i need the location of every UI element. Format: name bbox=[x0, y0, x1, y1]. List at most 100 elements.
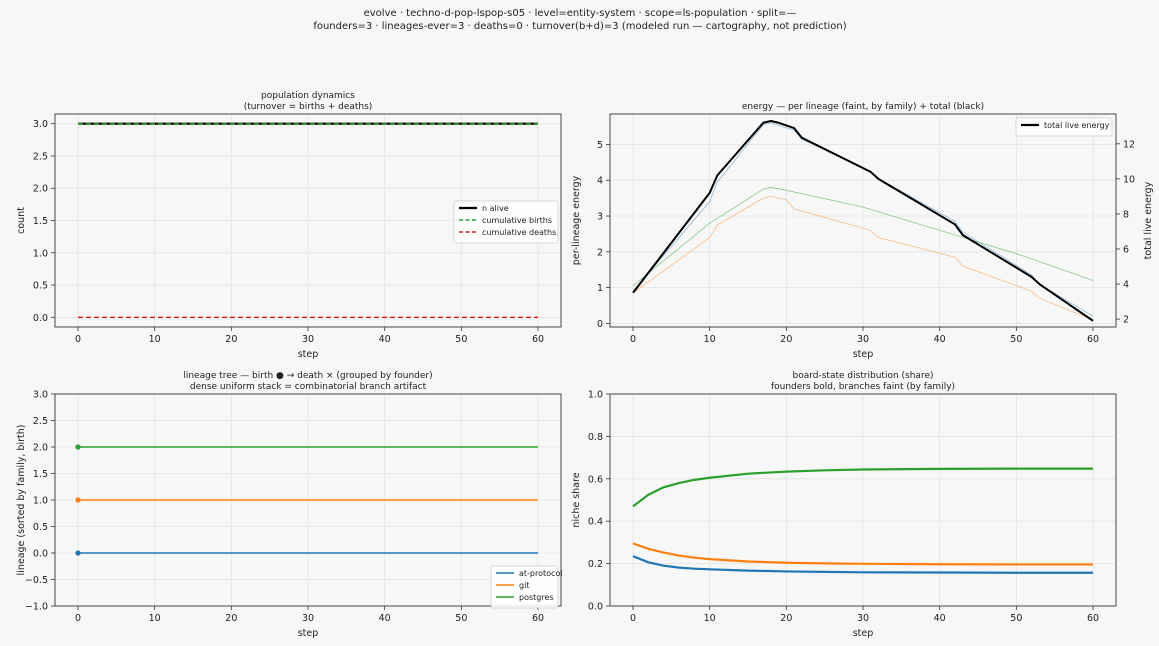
energy-x-tick-label: 40 bbox=[934, 334, 946, 345]
board-y-tick-label: 0.4 bbox=[588, 517, 603, 528]
lineage-y-tick-label: 1.0 bbox=[33, 496, 48, 507]
energy-y-tick-label: 0 bbox=[597, 319, 603, 330]
population-y-tick-label: 2.0 bbox=[33, 184, 48, 195]
board-y-tick-label: 0.2 bbox=[588, 559, 603, 570]
lineage-y-tick-label: 0.0 bbox=[33, 549, 48, 560]
board-frame bbox=[609, 393, 1117, 607]
lineage-birth-marker bbox=[75, 444, 81, 450]
figure-title-line-2: founders=3 · lineages-ever=3 · deaths=0 … bbox=[313, 21, 846, 32]
lineage-legend-label: postgres bbox=[519, 593, 554, 602]
energy-x-tick-label: 60 bbox=[1087, 334, 1099, 345]
energy-y2-tick-label: 12 bbox=[1123, 139, 1135, 150]
energy-y2-label: total live energy bbox=[1143, 181, 1154, 259]
lineage-legend-label: at-protocol bbox=[519, 569, 563, 578]
lineage-x-tick-label: 40 bbox=[379, 613, 391, 624]
board-x-tick-label: 10 bbox=[704, 613, 716, 624]
board-x-tick-label: 0 bbox=[630, 613, 636, 624]
lineage-birth-marker bbox=[75, 550, 81, 556]
board-y-tick-label: 0.0 bbox=[588, 602, 603, 613]
board-x-tick-label: 50 bbox=[1010, 613, 1022, 624]
lineage-y-tick-label: 2.5 bbox=[33, 416, 48, 427]
energy-title: energy — per lineage (faint, by family) … bbox=[742, 102, 984, 112]
board-y-label: niche share bbox=[571, 472, 582, 527]
energy-x-tick-label: 20 bbox=[780, 334, 792, 345]
population-x-tick-label: 0 bbox=[75, 334, 81, 345]
board-share-line bbox=[632, 542, 1093, 566]
lineage-x-tick-label: 20 bbox=[225, 613, 237, 624]
energy-y-tick-label: 1 bbox=[597, 283, 603, 294]
population-y-tick-label: 0.0 bbox=[33, 313, 48, 324]
lineage-x-tick-label: 60 bbox=[532, 613, 544, 624]
board-x-tick-label: 20 bbox=[780, 613, 792, 624]
lineage-y-tick-label: 3.0 bbox=[33, 390, 48, 401]
population-frame bbox=[54, 113, 562, 328]
board-share-line bbox=[632, 467, 1093, 508]
population-y-label: count bbox=[16, 207, 27, 234]
population-legend bbox=[453, 200, 559, 244]
population-legend-label: cumulative births bbox=[482, 216, 552, 225]
population-legend-label: cumulative deaths bbox=[482, 228, 556, 237]
energy-y2-tick-label: 4 bbox=[1123, 280, 1129, 291]
lineage-tree-chart: 0 10 20 30 40 50 60 −1.0 −0.5 0.0 0.5 1.0 1.5 2.0 2.5 3… bbox=[16, 371, 563, 639]
energy-y-tick-label: 4 bbox=[597, 176, 603, 187]
lineage-y-tick-label: −0.5 bbox=[25, 575, 48, 586]
population-x-tick-label: 30 bbox=[302, 334, 314, 345]
energy-y2-tick-label: 8 bbox=[1123, 209, 1129, 220]
board-x-tick-label: 30 bbox=[857, 613, 869, 624]
population-x-tick-label: 40 bbox=[379, 334, 391, 345]
population-legend-label: n alive bbox=[482, 204, 509, 213]
board-y-tick-label: 0.8 bbox=[588, 432, 603, 443]
lineage-birth-marker bbox=[75, 497, 81, 503]
population-dynamics-chart: 0 10 20 30 40 50 60 0.0 0.5 1.0 1.5 2.0 2.5 3.0 popula… bbox=[16, 91, 562, 360]
energy-y2-tick-label: 2 bbox=[1123, 315, 1129, 326]
population-x-tick-label: 60 bbox=[532, 334, 544, 345]
energy-x-tick-label: 30 bbox=[857, 334, 869, 345]
energy-frame bbox=[609, 113, 1117, 328]
population-y-tick-label: 1.5 bbox=[33, 216, 48, 227]
lineage-x-tick-label: 50 bbox=[455, 613, 467, 624]
board-share-line bbox=[632, 555, 1093, 574]
energy-x-tick-label: 0 bbox=[630, 334, 636, 345]
population-x-tick-label: 20 bbox=[225, 334, 237, 345]
lineage-y-tick-label: −1.0 bbox=[25, 602, 48, 613]
energy-x-label: step bbox=[853, 349, 874, 360]
energy-x-tick-label: 10 bbox=[704, 334, 716, 345]
lineage-x-tick-label: 0 bbox=[75, 613, 81, 624]
lineage-y-tick-label: 1.5 bbox=[33, 469, 48, 480]
population-x-tick-label: 50 bbox=[455, 334, 467, 345]
board-y-tick-label: 0.6 bbox=[588, 474, 603, 485]
population-y-tick-label: 2.5 bbox=[33, 151, 48, 162]
population-subtitle: (turnover = births + deaths) bbox=[244, 102, 373, 112]
population-x-label: step bbox=[298, 349, 319, 360]
energy-legend bbox=[1015, 117, 1113, 137]
population-y-tick-label: 3.0 bbox=[33, 119, 48, 130]
energy-x-tick-label: 50 bbox=[1010, 334, 1022, 345]
board-x-label: step bbox=[853, 628, 874, 639]
population-title: population dynamics bbox=[261, 91, 355, 101]
energy-legend-label: total live energy bbox=[1044, 121, 1110, 130]
figure-title-line-1: evolve · techno-d-pop-lspop-s05 · level=… bbox=[364, 8, 797, 19]
board-x-tick-label: 40 bbox=[934, 613, 946, 624]
lineage-y-tick-label: 0.5 bbox=[33, 522, 48, 533]
lineage-x-label: step bbox=[298, 628, 319, 639]
lineage-legend-label: git bbox=[519, 581, 529, 590]
energy-y-tick-label: 2 bbox=[597, 247, 603, 258]
board-title: board-state distribution (share) bbox=[792, 371, 933, 381]
board-y-tick-label: 1.0 bbox=[588, 390, 603, 401]
energy-lineage-line bbox=[632, 187, 1094, 287]
lineage-title: lineage tree — birth ● → death × (groupe… bbox=[183, 371, 432, 381]
lineage-x-tick-label: 10 bbox=[149, 613, 161, 624]
board-state-chart: 0 10 20 30 40 50 60 0.0 0.2 0.4 0.6 0.8 1.0 board-sta… bbox=[571, 371, 1117, 639]
population-x-tick-label: 10 bbox=[149, 334, 161, 345]
energy-y-tick-label: 3 bbox=[597, 212, 603, 223]
energy-y2-tick-label: 6 bbox=[1123, 244, 1129, 255]
lineage-y-tick-label: 2.0 bbox=[33, 443, 48, 454]
energy-y-tick-label: 5 bbox=[597, 140, 603, 151]
lineage-frame bbox=[54, 393, 562, 607]
population-y-tick-label: 0.5 bbox=[33, 281, 48, 292]
energy-total-line bbox=[632, 120, 1094, 322]
board-x-tick-label: 60 bbox=[1087, 613, 1099, 624]
energy-lineage-line bbox=[632, 195, 1094, 321]
